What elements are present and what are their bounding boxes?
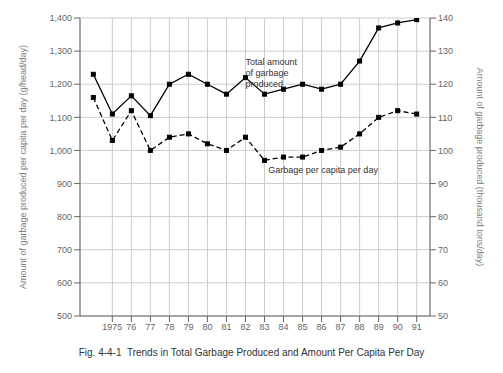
svg-text:120: 120 xyxy=(438,79,453,89)
svg-text:70: 70 xyxy=(438,245,448,255)
svg-text:79: 79 xyxy=(183,322,193,332)
svg-text:900: 900 xyxy=(57,179,72,189)
svg-text:130: 130 xyxy=(438,46,453,56)
svg-text:87: 87 xyxy=(336,322,346,332)
svg-text:80: 80 xyxy=(202,322,212,332)
svg-text:Amount of garbage produced (th: Amount of garbage produced (thousand ton… xyxy=(475,68,485,267)
svg-text:60: 60 xyxy=(438,278,448,288)
svg-text:84: 84 xyxy=(279,322,289,332)
svg-text:88: 88 xyxy=(355,322,365,332)
svg-text:1975: 1975 xyxy=(102,322,122,332)
svg-text:100: 100 xyxy=(438,146,453,156)
svg-text:80: 80 xyxy=(438,212,448,222)
svg-text:140: 140 xyxy=(438,13,453,23)
svg-text:Garbage per capita per day: Garbage per capita per day xyxy=(268,165,378,175)
svg-text:81: 81 xyxy=(221,322,231,332)
svg-text:78: 78 xyxy=(164,322,174,332)
svg-text:91: 91 xyxy=(412,322,422,332)
svg-text:1,100: 1,100 xyxy=(49,113,72,123)
svg-text:76: 76 xyxy=(126,322,136,332)
svg-text:86: 86 xyxy=(317,322,327,332)
svg-text:700: 700 xyxy=(57,245,72,255)
svg-text:82: 82 xyxy=(240,322,250,332)
svg-text:600: 600 xyxy=(57,278,72,288)
svg-text:500: 500 xyxy=(57,311,72,321)
svg-text:Amount of garbage produced per: Amount of garbage produced per capita pe… xyxy=(18,45,28,289)
svg-text:110: 110 xyxy=(438,113,452,123)
svg-text:85: 85 xyxy=(298,322,308,332)
svg-text:1,000: 1,000 xyxy=(49,146,72,156)
svg-text:Total amountof garbageproduced: Total amountof garbageproduced xyxy=(245,57,297,89)
svg-text:1,300: 1,300 xyxy=(49,46,72,56)
svg-text:90: 90 xyxy=(393,322,403,332)
svg-text:90: 90 xyxy=(438,179,448,189)
svg-text:77: 77 xyxy=(145,322,155,332)
html-text:Fig. 4-4-1 Trends in Total Gar: Fig. 4-4-1 Trends in Total Garbage Produ… xyxy=(78,347,425,358)
svg-text:89: 89 xyxy=(374,322,384,332)
svg-text:1,200: 1,200 xyxy=(49,79,72,89)
svg-text:83: 83 xyxy=(260,322,270,332)
svg-text:50: 50 xyxy=(438,311,448,321)
svg-text:1,400: 1,400 xyxy=(49,13,72,23)
svg-text:800: 800 xyxy=(57,212,72,222)
